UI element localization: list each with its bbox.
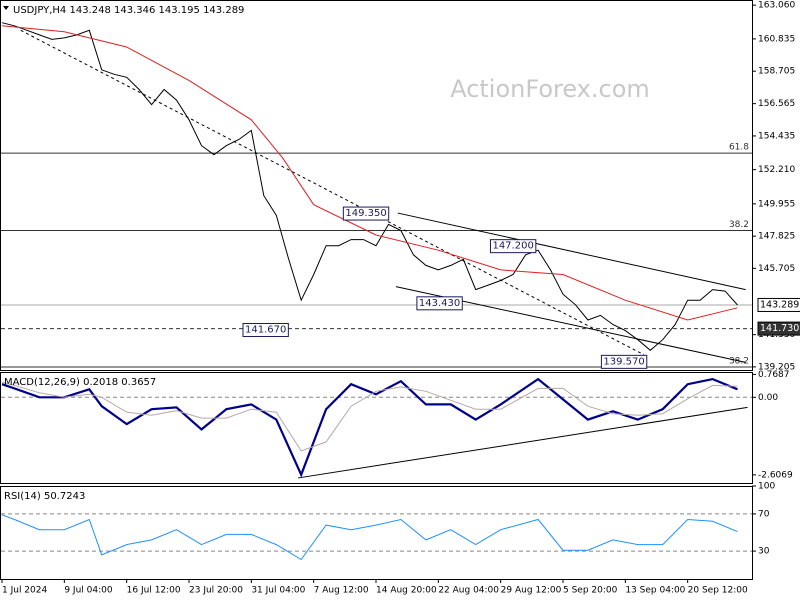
level-label: 61.8 xyxy=(729,143,749,153)
series-line xyxy=(1,22,738,351)
price-marker: 141.730 xyxy=(760,323,799,334)
x-tick-label: 14 Aug 20:00 xyxy=(376,586,437,596)
x-tick-label: 5 Sep 20:00 xyxy=(563,586,618,596)
y-tick-label: 30 xyxy=(758,547,770,557)
panel-title: USDJPY,H4 143.248 143.346 143.195 143.28… xyxy=(13,5,244,16)
price-annotation: 149.350 xyxy=(345,208,386,219)
y-tick-label: 163.060 xyxy=(758,1,795,11)
y-tick-label: 139.205 xyxy=(758,362,795,372)
y-tick-label: 152.210 xyxy=(758,165,795,175)
price-annotation: 143.430 xyxy=(419,298,460,309)
y-tick-label: 147.825 xyxy=(758,232,795,242)
x-tick-label: 22 Aug 04:00 xyxy=(438,586,499,596)
x-tick-label: 29 Aug 12:00 xyxy=(501,586,562,596)
y-tick-label: 154.435 xyxy=(758,131,795,141)
panel-frame xyxy=(0,372,753,484)
y-tick-label: 149.955 xyxy=(758,199,795,209)
x-tick-label: 13 Sep 04:00 xyxy=(625,586,685,596)
x-tick-label: 31 Jul 04:00 xyxy=(251,586,305,596)
y-tick-label: 70 xyxy=(758,509,770,519)
y-tick-label: 158.705 xyxy=(758,67,795,77)
price-annotation: 141.670 xyxy=(245,325,286,336)
label-box xyxy=(342,206,390,221)
x-tick-label: 1 Jul 2024 xyxy=(2,586,47,596)
label-box xyxy=(489,239,537,254)
y-tick-label: 100 xyxy=(758,482,775,492)
menu-arrow xyxy=(3,6,9,10)
price-annotation: 147.200 xyxy=(492,241,533,252)
label-box xyxy=(242,323,289,338)
label-box xyxy=(757,321,800,336)
x-tick-label: 9 Jul 04:00 xyxy=(64,586,113,596)
label-box xyxy=(600,354,648,369)
price-marker: 143.289 xyxy=(760,299,799,310)
label-box xyxy=(416,296,463,311)
series-line xyxy=(1,514,738,561)
y-tick-label: 156.565 xyxy=(758,99,795,109)
y-tick-label: -2.6069 xyxy=(758,470,793,480)
series-line xyxy=(1,377,738,478)
x-tick-label: 20 Sep 12:00 xyxy=(688,586,748,596)
price-annotation: 139.570 xyxy=(603,356,644,367)
x-tick-label: 16 Jul 12:00 xyxy=(127,586,181,596)
y-tick-label: 0.7687 xyxy=(758,370,790,380)
trend-line xyxy=(298,406,748,479)
trend-line xyxy=(397,212,746,291)
label-box xyxy=(757,297,800,312)
panel-frame xyxy=(0,0,753,371)
x-tick-label: 7 Aug 12:00 xyxy=(314,586,369,596)
level-label: 38.2 xyxy=(729,220,749,230)
panel-title: RSI(14) 50.7243 xyxy=(4,491,85,502)
y-tick-label: 0.00 xyxy=(758,393,778,403)
y-tick-label: 145.705 xyxy=(758,264,795,274)
y-tick-label: 160.835 xyxy=(758,34,795,44)
watermark: ActionForex.com xyxy=(450,75,650,103)
x-tick-label: 23 Jul 20:00 xyxy=(189,586,243,596)
panel-title: MACD(12,26,9) 0.2018 0.3657 xyxy=(4,377,156,388)
series-line xyxy=(1,381,738,452)
